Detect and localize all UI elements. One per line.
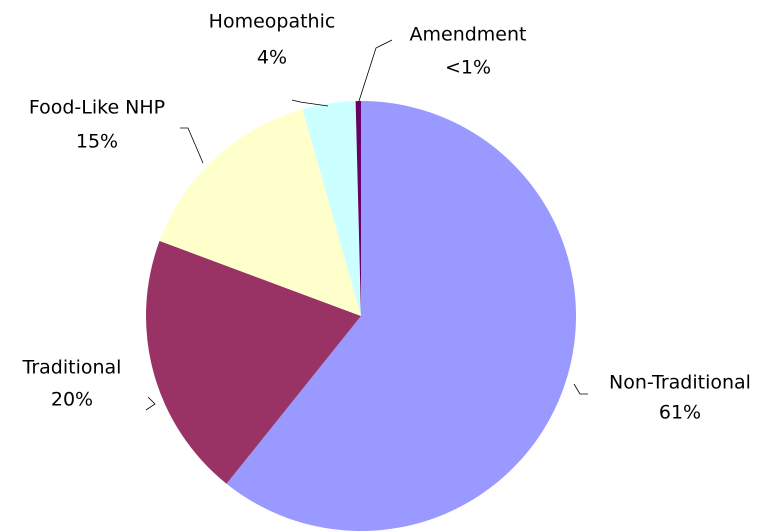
slice-label: Non-Traditional — [609, 372, 751, 394]
pie-slice — [355, 101, 361, 316]
slice-label: Homeopathic — [209, 11, 336, 33]
slice-label: Food-Like NHP — [29, 97, 165, 119]
pie-slice — [159, 109, 361, 316]
pie-slice — [145, 240, 361, 484]
leader-line — [145, 396, 156, 411]
slice-value-label: 61% — [659, 402, 701, 424]
pie-slice — [302, 101, 361, 317]
leader-line — [573, 383, 588, 395]
slice-value-label: 4% — [257, 47, 287, 69]
leader-line — [180, 127, 204, 164]
leader-line — [291, 99, 329, 107]
slice-value-label: <1% — [445, 57, 491, 79]
slice-value-label: 20% — [51, 389, 93, 411]
leader-line — [358, 39, 393, 102]
pie-slice — [226, 101, 576, 531]
slice-label: Traditional — [22, 357, 122, 379]
slice-value-label: 15% — [76, 131, 118, 153]
slice-label: Amendment — [410, 24, 527, 46]
